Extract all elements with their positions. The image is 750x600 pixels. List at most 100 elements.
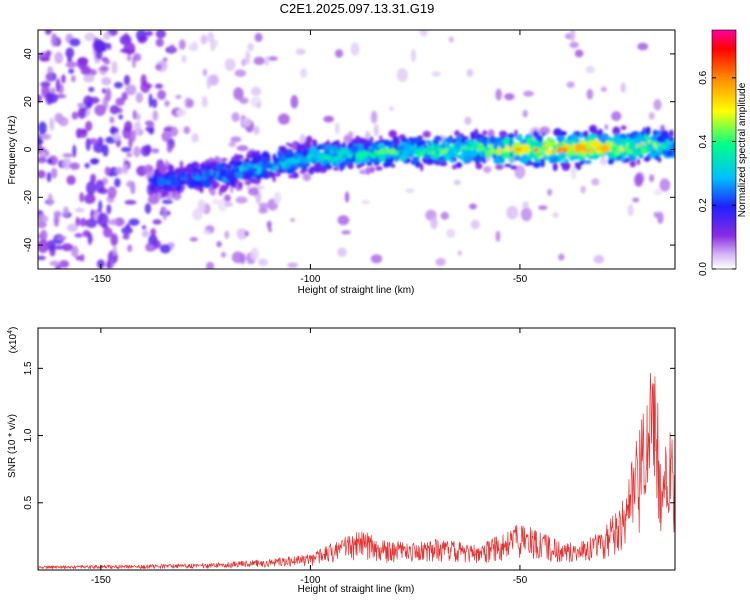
heatmap-cell <box>170 179 179 188</box>
heatmap-cell <box>235 196 248 204</box>
heatmap-cell <box>66 175 76 185</box>
heatmap-cell <box>98 200 103 212</box>
heatmap-cell <box>632 197 640 203</box>
heatmap-cell <box>258 207 268 214</box>
heatmap-cell <box>200 34 208 45</box>
heatmap-cell <box>105 87 112 102</box>
heatmap-cell <box>665 149 674 157</box>
heatmap-cell <box>507 133 515 139</box>
heatmap-cell <box>238 181 243 189</box>
heatmap-cell <box>528 151 533 158</box>
heatmap-cell <box>168 44 176 55</box>
heatmap-cell <box>46 239 56 251</box>
heatmap-cell <box>460 155 465 161</box>
heatmap-cell <box>578 155 584 161</box>
x-tick-label: -150 <box>91 575 111 586</box>
bottom-y-axis-label: SNR (10 * v/v) <box>7 414 18 478</box>
heatmap-cell <box>253 56 265 66</box>
heatmap-cell <box>269 171 274 176</box>
heatmap-cell <box>135 92 144 104</box>
heatmap-cell <box>545 140 552 148</box>
heatmap-cell <box>133 121 142 135</box>
heatmap-cell <box>247 170 255 177</box>
heatmap-cell <box>383 162 388 168</box>
heatmap-cell <box>493 140 499 150</box>
bottom-y-ticks: 0.5 1.0 1.5 <box>23 361 675 510</box>
heatmap-cell <box>231 112 240 122</box>
heatmap-cell <box>318 161 322 169</box>
heatmap-cell <box>245 50 251 65</box>
heatmap-cell <box>88 96 100 104</box>
heatmap-cell <box>418 148 425 153</box>
heatmap-cell <box>434 153 441 158</box>
heatmap-cell <box>584 160 592 164</box>
heatmap-cell <box>264 55 270 66</box>
heatmap-cell <box>102 31 111 41</box>
heatmap-cell <box>68 68 75 74</box>
heatmap-cell <box>451 164 457 170</box>
heatmap-cell <box>330 156 335 165</box>
heatmap-cell <box>46 158 53 165</box>
heatmap-cell <box>210 189 216 196</box>
heatmap-cell <box>267 56 278 61</box>
heatmap-cell <box>335 139 341 148</box>
heatmap-cell <box>303 140 312 150</box>
heatmap-cell <box>263 153 271 159</box>
heatmap-cell <box>514 141 522 150</box>
heatmap-cell <box>656 211 664 224</box>
heatmap-cell <box>340 147 348 156</box>
heatmap-cell <box>216 241 222 248</box>
heatmap-cell <box>373 161 380 166</box>
heatmap-cell <box>489 145 494 153</box>
heatmap-cell <box>224 164 233 170</box>
heatmap-cell <box>72 144 77 158</box>
heatmap-cell <box>419 30 428 37</box>
heatmap-cell <box>610 147 620 152</box>
heatmap-cell <box>553 128 563 137</box>
heatmap-cell <box>152 110 159 121</box>
heatmap-cell <box>189 237 198 242</box>
heatmap-cell <box>151 148 160 154</box>
heatmap-cell <box>213 180 218 190</box>
heatmap-cell <box>145 30 153 37</box>
heatmap-cell <box>347 131 354 138</box>
heatmap-cell <box>124 200 137 205</box>
heatmap-cell <box>251 178 256 184</box>
heatmap-cell <box>185 166 194 174</box>
heatmap-cell <box>148 234 158 246</box>
heatmap-cell <box>482 130 488 136</box>
heatmap-cell <box>659 145 663 154</box>
snr-frame <box>37 327 676 571</box>
heatmap-cell <box>192 176 202 180</box>
heatmap-cell <box>645 128 650 137</box>
heatmap-cell <box>410 49 417 63</box>
heatmap-cell <box>130 129 136 143</box>
heatmap-cell <box>514 165 526 179</box>
heatmap-cell <box>277 149 282 159</box>
heatmap-cell <box>302 149 308 158</box>
heatmap-cell <box>176 176 182 183</box>
colorbar-ticks: 0.0 0.2 0.4 0.6 <box>698 70 736 276</box>
heatmap-cell <box>547 188 552 197</box>
heatmap-cell <box>591 139 601 148</box>
heatmap-cell <box>38 156 47 164</box>
heatmap-cell <box>47 193 53 207</box>
heatmap-cell <box>79 192 84 203</box>
heatmap-cell <box>429 143 436 152</box>
heatmap-cell <box>58 116 69 127</box>
heatmap-cell <box>444 141 450 146</box>
heatmap-cell <box>436 161 446 165</box>
heatmap-cell <box>509 155 514 164</box>
heatmap-cell <box>159 244 171 254</box>
heatmap-cell <box>566 146 571 151</box>
heatmap-cell <box>267 227 273 233</box>
heatmap-cell <box>219 168 228 178</box>
heatmap-cell <box>470 219 480 230</box>
heatmap-cell <box>85 137 91 151</box>
heatmap-cell <box>47 93 59 104</box>
heatmap-cell <box>637 42 649 51</box>
heatmap-cell <box>152 219 162 225</box>
x-tick-label: -100 <box>300 575 320 586</box>
top-x-ticks: -150 -100 -50 <box>91 30 528 285</box>
heatmap-cell <box>234 69 247 77</box>
